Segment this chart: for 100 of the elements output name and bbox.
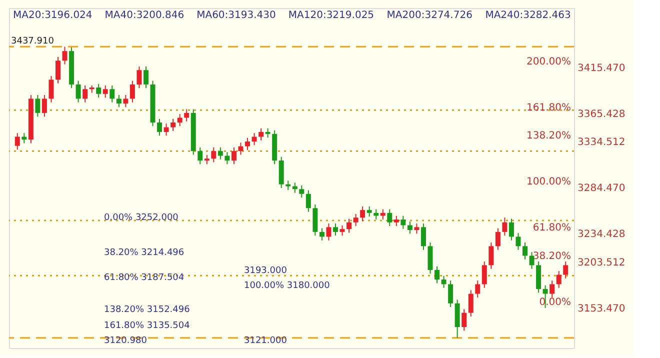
candlestick — [414, 222, 420, 234]
candlestick — [143, 66, 148, 89]
annotation: 61.80% — [532, 222, 571, 234]
candlestick — [400, 215, 406, 230]
annotation: 100.00% 3180.000 — [244, 281, 330, 291]
candlestick — [306, 190, 311, 212]
annotation: 161.80% — [526, 102, 571, 114]
candlestick — [448, 280, 454, 308]
candlestick — [231, 146, 236, 165]
candlestick — [123, 94, 128, 108]
candlestick — [380, 208, 386, 220]
candlestick — [332, 222, 338, 236]
candlestick — [252, 132, 257, 146]
candlestick — [454, 299, 460, 338]
candlestick — [387, 208, 392, 227]
candlestick — [495, 228, 500, 250]
candlestick — [312, 204, 318, 236]
candlestick — [102, 84, 108, 98]
candlestick — [441, 275, 446, 288]
candlestick — [184, 108, 190, 122]
candlestick — [224, 152, 230, 165]
candlestick — [55, 56, 60, 84]
candlestick — [198, 146, 203, 165]
candlestick — [550, 280, 555, 298]
candlestick — [42, 94, 47, 118]
candlestick — [420, 222, 426, 250]
candlestick — [204, 154, 210, 165]
candlestick — [353, 213, 358, 227]
candlestick — [319, 228, 324, 241]
candlestick — [278, 156, 284, 189]
candlestick — [366, 206, 372, 218]
candlestick — [218, 146, 223, 160]
candlestick — [245, 137, 250, 150]
candlestick — [374, 208, 379, 220]
candlestick — [407, 221, 412, 234]
candlestick — [211, 146, 216, 163]
candlestick — [488, 242, 494, 270]
candlestick — [326, 222, 332, 241]
annotation: 100.00% — [526, 176, 571, 188]
candlestick — [238, 142, 244, 156]
candlestick — [522, 242, 528, 260]
annotation: 3437.910 — [11, 36, 54, 47]
y-tick-label: 3203.512 — [578, 258, 626, 269]
annotation: MA120:3219.025 — [288, 10, 374, 21]
candlestick — [96, 83, 102, 98]
candlestick — [475, 280, 480, 298]
candlestick — [482, 261, 487, 288]
candlestick — [258, 128, 264, 141]
annotation: 61.80% 3187.504 — [104, 273, 184, 283]
annotation: MA60:3193.430 — [196, 10, 276, 21]
candlestick — [508, 218, 514, 241]
candlestick — [170, 118, 176, 132]
candlestick — [14, 132, 20, 150]
candlestick — [360, 206, 366, 222]
annotation: 138.20% — [526, 130, 571, 142]
candlestick — [428, 242, 433, 274]
annotation: 3121.000 — [244, 336, 288, 346]
candlestick — [556, 270, 562, 288]
candlestick — [516, 232, 521, 250]
candlestick — [35, 94, 40, 118]
candlestick — [110, 84, 115, 103]
candlestick — [462, 308, 467, 332]
candlestick — [434, 266, 440, 284]
y-tick-label: 3415.470 — [578, 62, 626, 74]
annotation: 161.80% 3135.504 — [104, 321, 190, 331]
y-tick-label: 3365.428 — [578, 108, 626, 120]
annotation: MA200:3274.726 — [386, 10, 472, 21]
annotation: MA40:3200.846 — [104, 10, 184, 21]
candlestick — [299, 184, 304, 198]
candlestick — [536, 261, 542, 294]
y-tick-label: 3153.470 — [578, 304, 626, 315]
candlestick — [48, 76, 54, 103]
candlestick — [164, 123, 169, 136]
annotation: MA20:3196.024 — [13, 10, 92, 21]
annotation: 38.20% — [532, 251, 571, 262]
candlestick — [177, 114, 182, 127]
y-tick-label: 3334.512 — [578, 137, 626, 148]
annotation: 38.20% 3214.496 — [104, 248, 184, 258]
candlestick — [468, 290, 474, 317]
annotation: 3120.980 — [104, 336, 148, 346]
annotation: 200.00% — [526, 56, 571, 68]
annotation: MA240:3282.463 — [485, 10, 571, 21]
candlestick — [346, 218, 352, 234]
candlestick — [340, 224, 345, 236]
candlestick — [502, 217, 508, 236]
annotation: 0.00% 3252.000 — [104, 213, 179, 223]
candlestick — [529, 252, 534, 270]
candlestick — [130, 80, 135, 103]
candlestick — [157, 118, 162, 136]
candlestick — [286, 180, 291, 190]
candlestick — [265, 128, 270, 138]
candlestick — [62, 46, 68, 65]
candlestick — [82, 84, 88, 103]
candlestick — [76, 80, 81, 103]
annotation: 3193.000 — [244, 266, 288, 276]
candlestick — [116, 94, 122, 108]
candlestick — [22, 132, 27, 144]
candlestick — [136, 66, 142, 89]
y-tick-label: 3284.470 — [578, 183, 626, 194]
candlestick — [563, 261, 568, 279]
